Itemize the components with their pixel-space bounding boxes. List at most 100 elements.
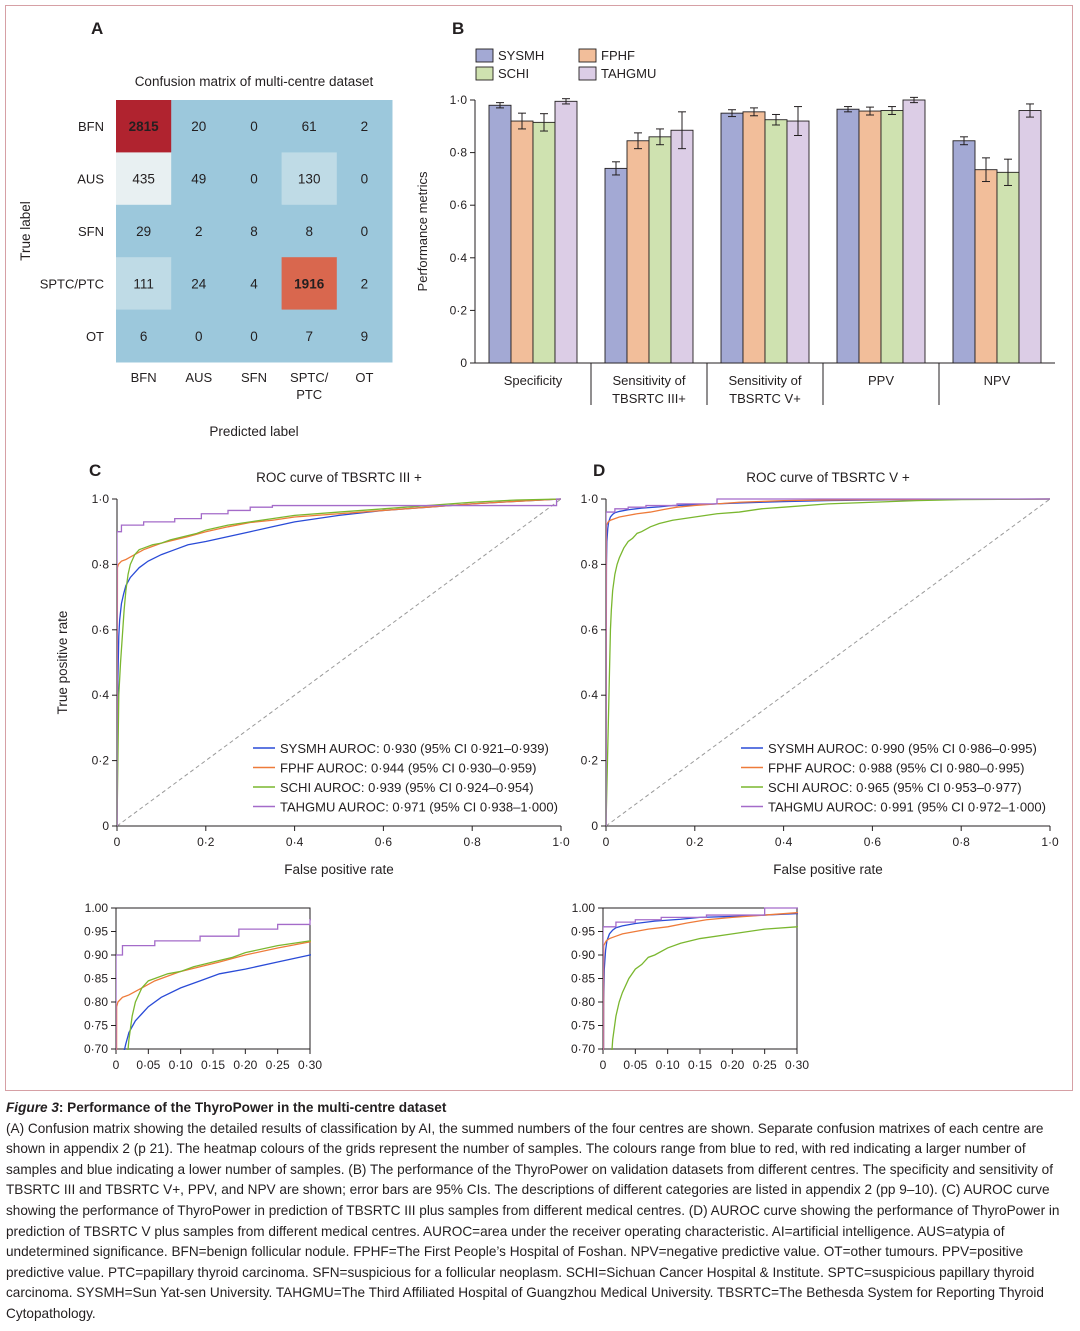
panel-d-inset-xtick-label: 0·30 bbox=[785, 1058, 809, 1072]
panel-c-xtick-label: 0·8 bbox=[464, 835, 482, 849]
panel-c-inset-ytick-label: 0·70 bbox=[84, 1042, 108, 1056]
panel-b-ytick-label: 0·2 bbox=[450, 303, 468, 317]
col-label-sptc-ptc: SPTC/PTC bbox=[290, 370, 329, 402]
panel-d-ytick-label: 0·6 bbox=[581, 623, 599, 637]
heatmap-cell-value: 9 bbox=[361, 329, 369, 344]
panel-d-xtick-label: 1·0 bbox=[1041, 835, 1059, 849]
heatmap-cell-value: 4 bbox=[250, 276, 258, 291]
panel-b-ytick-label: 0·4 bbox=[450, 251, 468, 265]
panel-b-ylabel: Performance metrics bbox=[415, 171, 430, 291]
panel-a-confusion-matrix: Confusion matrix of multi-centre dataset… bbox=[18, 74, 393, 439]
panel-b-category-specificity: Specificity bbox=[504, 373, 563, 388]
panel-c-legend-label-1: FPHF AUROC: 0·944 (95% CI 0·930–0·959) bbox=[280, 761, 537, 776]
panel-b-bar-schi bbox=[996, 171, 1020, 364]
panel-d-ytick-label: 0·8 bbox=[581, 557, 599, 571]
panel-d-inset-ytick-label: 0·95 bbox=[571, 925, 595, 939]
heatmap-cell bbox=[116, 152, 172, 206]
heatmap-cell bbox=[171, 100, 227, 153]
col-label-bfn-line-1: BFN bbox=[131, 370, 157, 385]
panel-b-ytick-label: 0·8 bbox=[450, 146, 468, 160]
heatmap-cell bbox=[171, 152, 227, 206]
panel-d-inset-ytick-label: 0·85 bbox=[571, 972, 595, 986]
panel-d-xtick-label: 0·8 bbox=[953, 835, 971, 849]
heatmap-cell bbox=[336, 100, 393, 153]
caption-title-text: : Performance of the ThyroPower in the m… bbox=[58, 1100, 447, 1115]
col-label-sptc-ptc-line-2: PTC bbox=[296, 387, 322, 402]
heatmap-cell-value: 0 bbox=[361, 172, 369, 187]
panel-c-curves bbox=[117, 498, 562, 827]
heatmap-cell-value: 29 bbox=[136, 224, 151, 239]
panel-b-category-ppv: PPV bbox=[868, 373, 894, 388]
panel-d-inset-xtick-label: 0·05 bbox=[623, 1058, 647, 1072]
panel-b-category-sensitivity-of-tbsrtc-iii: Sensitivity of TBSRTC III+ bbox=[612, 373, 686, 406]
panel-b-bar-schi bbox=[880, 110, 904, 364]
col-label-sfn: SFN bbox=[241, 370, 267, 385]
panel-c-inset-ytick-label: 0·80 bbox=[84, 995, 108, 1009]
panel-d-inset-xtick-label: 0·15 bbox=[688, 1058, 712, 1072]
panel-c-inset-xtick-label: 0·30 bbox=[298, 1058, 322, 1072]
panel-c-xtick-label: 0·6 bbox=[375, 835, 393, 849]
panel-b-bar-schi bbox=[532, 121, 556, 364]
heatmap-cell bbox=[226, 257, 283, 311]
panel-d-inset-chart: 0 0·05 0·10 0·15 0·20 0·25 0·30 0·70 0·75 0·80 0·8… bbox=[571, 901, 809, 1072]
col-label-ot: OT bbox=[355, 370, 373, 385]
panel-b-category-npv: NPV bbox=[984, 373, 1011, 388]
heatmap-cell-value: 0 bbox=[250, 119, 258, 134]
panel-a-title: Confusion matrix of multi-centre dataset bbox=[135, 74, 374, 89]
heatmap-cell bbox=[281, 152, 338, 206]
panel-c-inset-curve-2 bbox=[127, 940, 311, 1050]
panel-b-bar-tahgmu bbox=[554, 100, 578, 364]
heatmap-cell bbox=[336, 309, 393, 363]
panel-d-inset-curves bbox=[603, 907, 798, 1050]
panel-c-xtick-label: 1·0 bbox=[552, 835, 570, 849]
heatmap-cell bbox=[171, 309, 227, 363]
panel-c-inset-frame bbox=[115, 907, 311, 1050]
row-label-ot: OT bbox=[86, 329, 104, 344]
panel-c-xlabel: False positive rate bbox=[284, 862, 394, 877]
row-label-aus: AUS bbox=[77, 172, 104, 187]
heatmap-cell bbox=[226, 309, 283, 363]
panel-c-inset-ytick-label: 0·90 bbox=[84, 948, 108, 962]
panel-b-bar-sysmh bbox=[720, 112, 744, 364]
panel-b-bar-sysmh bbox=[604, 167, 628, 364]
panel-b-bar-fphf bbox=[626, 140, 650, 364]
heatmap-cell-value: 8 bbox=[250, 224, 258, 239]
heatmap-cell bbox=[171, 257, 227, 311]
heatmap-cell bbox=[281, 204, 338, 258]
heatmap-cell-value: 111 bbox=[133, 276, 154, 291]
panel-d-roc-chart: 0 0·2 0·4 0·6 0·8 1·0 0 0·2 0·4 0·6 0·8 1·0 SYSMH AU… bbox=[581, 470, 1059, 877]
panel-a-ylabel: True label bbox=[18, 201, 33, 261]
row-label-bfn: BFN bbox=[78, 119, 104, 134]
heatmap-cell-value: 0 bbox=[361, 224, 369, 239]
panel-b-category-npv-line-1: NPV bbox=[984, 373, 1011, 388]
panel-c-curve-1 bbox=[117, 498, 562, 827]
col-label-ot-line-1: OT bbox=[355, 370, 373, 385]
panel-d-title: ROC curve of TBSRTC V + bbox=[746, 470, 910, 485]
panel-d-inset-curve-3 bbox=[603, 907, 798, 1050]
figure-caption: Figure 3: Performance of the ThyroPower … bbox=[6, 1098, 1072, 1325]
panel-letter-c: C bbox=[89, 461, 101, 480]
panel-d-xtick-label: 0 bbox=[603, 835, 610, 849]
heatmap-cell bbox=[281, 309, 338, 363]
panel-b-category-sensitivity-of-tbsrtc-iii-line-2: TBSRTC III+ bbox=[612, 391, 686, 406]
panel-d-chance-line bbox=[606, 498, 1051, 827]
panel-d-inset-ytick-label: 0·80 bbox=[571, 995, 595, 1009]
panel-c-legend-label-3: TAHGMU AUROC: 0·971 (95% CI 0·938–1·000) bbox=[280, 800, 558, 815]
panel-b-bar-tahgmu bbox=[786, 120, 810, 364]
panel-b-bar-fphf bbox=[510, 120, 534, 364]
heatmap-cell bbox=[281, 257, 338, 311]
heatmap-cell-value: 2 bbox=[195, 224, 203, 239]
heatmap-cell-value: 0 bbox=[195, 329, 203, 344]
panel-c-inset-xtick-label: 0 bbox=[113, 1058, 120, 1072]
panel-c-inset-curve-0 bbox=[123, 954, 311, 1050]
panel-c-ylabel: True positive rate bbox=[55, 611, 70, 715]
panel-d-inset-ytick-label: 1.00 bbox=[572, 901, 596, 915]
col-label-aus: AUS bbox=[185, 370, 212, 385]
panel-d-inset-xtick-label: 0·20 bbox=[720, 1058, 744, 1072]
panel-c-ytick-label: 0·8 bbox=[92, 557, 110, 571]
heatmap-cell-value: 1916 bbox=[294, 276, 325, 291]
panel-b-bar-chart: 0 0·2 0·4 0·6 0·8 1·0 Performance metrics Speci… bbox=[415, 48, 1055, 406]
panel-b-bar-fphf bbox=[974, 169, 998, 364]
heatmap-cell bbox=[281, 100, 338, 153]
panel-c-title: ROC curve of TBSRTC III + bbox=[256, 470, 422, 485]
